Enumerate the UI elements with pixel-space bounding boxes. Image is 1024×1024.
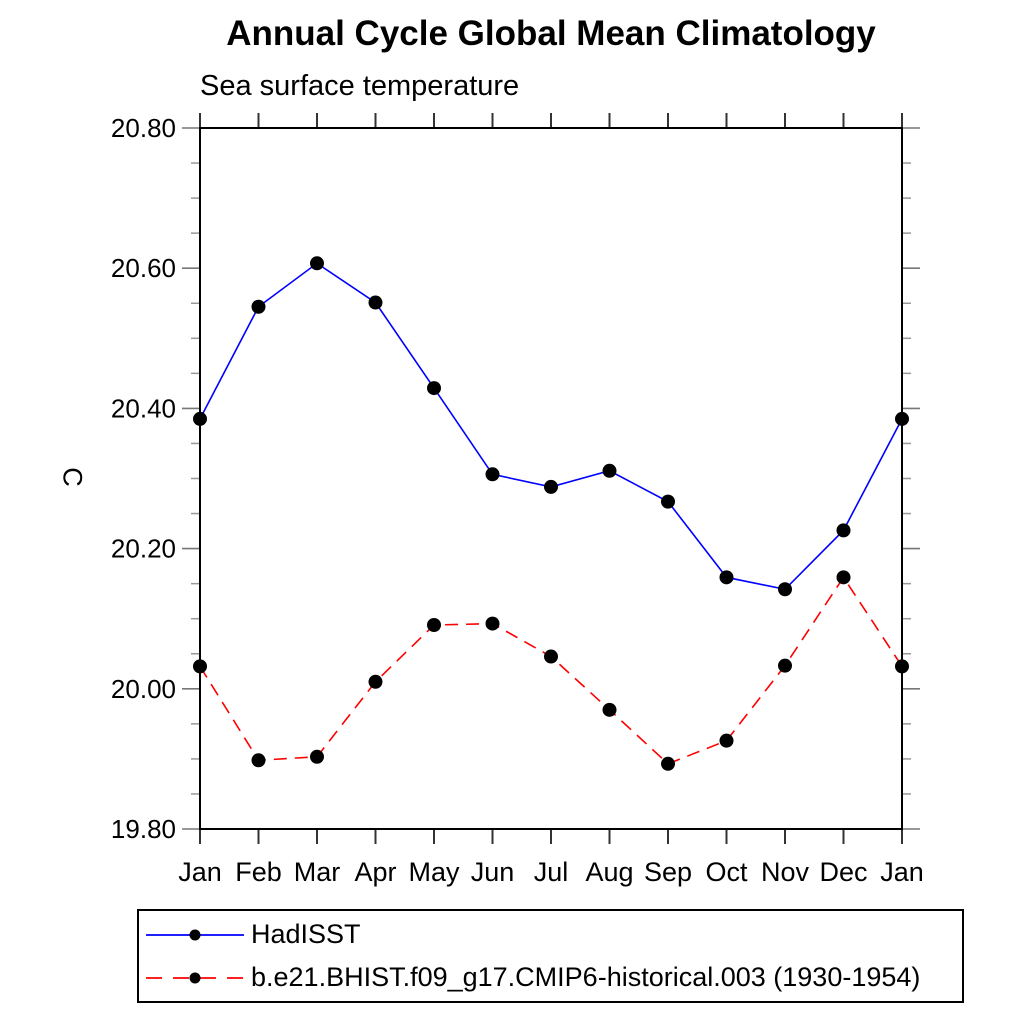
x-tick-label: Aug [585, 857, 633, 887]
x-tick-label: Jun [471, 857, 515, 887]
y-tick-label: 19.80 [111, 814, 176, 844]
marker-0-Nov [778, 582, 792, 597]
marker-0-Jun [485, 467, 500, 482]
y-tick-label: 20.60 [111, 253, 176, 283]
marker-1-Mar [310, 749, 324, 764]
marker-1-Aug [602, 702, 617, 717]
hadisst-line-sample-icon [146, 929, 244, 940]
marker-1-Nov [778, 658, 792, 673]
series-line-0 [199, 262, 903, 591]
marker-0-Sep [661, 494, 675, 509]
marker-0-Mar [310, 256, 324, 271]
x-tick-label: Feb [235, 857, 282, 887]
marker-1-Jul [544, 649, 558, 664]
x-tick-label: Jul [534, 857, 569, 887]
marker-0-Jul [544, 479, 558, 494]
marker-0-Feb [251, 299, 266, 314]
x-tick-label: Mar [294, 857, 341, 887]
chart-title: Annual Cycle Global Mean Climatology [226, 14, 876, 53]
x-tick-label: Jan [178, 857, 222, 887]
y-tick-label: 20.00 [111, 674, 176, 704]
x-tick-label: Nov [761, 857, 810, 887]
x-tick-label: Oct [705, 857, 748, 887]
y-tick-label: 20.80 [111, 113, 176, 143]
x-tick-label: May [408, 857, 460, 887]
marker-0-Apr [368, 295, 383, 310]
marker-1-Jan [895, 659, 909, 674]
legend-entry-hadisst: HadISST [143, 913, 962, 956]
y-tick-label: 20.40 [111, 393, 176, 423]
marker-1-Apr [368, 674, 383, 689]
series-line-1 [199, 575, 903, 765]
legend-box: HadISST b.e21.BHIST.f09_g17.CMIP6-histor… [137, 909, 964, 1003]
x-tick-label: Dec [819, 857, 867, 887]
marker-1-Sep [661, 756, 675, 771]
plot-frame [199, 127, 903, 830]
model-line-sample-icon [146, 972, 244, 983]
x-tick-label: Jan [880, 857, 924, 887]
marker-0-Dec [836, 523, 851, 538]
marker-0-May [427, 381, 441, 396]
x-tick-label: Apr [354, 857, 396, 887]
marker-0-Aug [602, 463, 617, 478]
marker-0-Jan [895, 411, 909, 426]
marker-1-Oct [719, 733, 734, 748]
legend-entry-model: b.e21.BHIST.f09_g17.CMIP6-historical.003… [143, 956, 962, 999]
legend-label-model: b.e21.BHIST.f09_g17.CMIP6-historical.003… [251, 962, 921, 992]
marker-1-Dec [836, 570, 851, 585]
marker-0-Jan [193, 411, 207, 426]
x-tick-label: Sep [644, 857, 692, 887]
chart-subtitle: Sea surface temperature [200, 70, 520, 102]
y-tick-label: 20.20 [111, 534, 176, 564]
marker-1-Feb [251, 753, 266, 768]
legend-label-hadisst: HadISST [251, 919, 361, 949]
marker-1-May [427, 618, 441, 633]
marker-1-Jun [485, 616, 500, 631]
marker-1-Jan [193, 659, 207, 674]
marker-0-Oct [719, 570, 734, 585]
